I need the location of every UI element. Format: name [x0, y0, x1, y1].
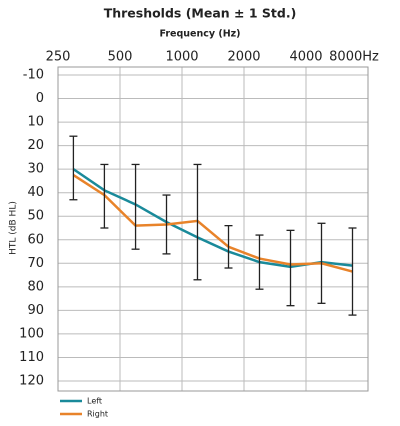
chart-title: Thresholds (Mean ± 1 Std.) [104, 6, 297, 21]
y-tick-label: 110 [19, 350, 44, 365]
x-tick-label: 2000 [227, 50, 260, 65]
y-tick-label: 70 [27, 256, 44, 271]
x-tick-label: 8000Hz [329, 50, 379, 65]
x-tick-label: 500 [108, 50, 133, 65]
x-tick-label: 250 [46, 50, 71, 65]
y-axis-label: HTL (dB HL) [9, 201, 19, 255]
y-tick-label: 100 [19, 326, 44, 341]
y-tick-label: 0 [36, 91, 44, 106]
y-tick-label: 30 [27, 162, 44, 177]
series-line [72, 168, 353, 269]
y-tick-label: 90 [27, 303, 44, 318]
y-tick-label: 40 [27, 185, 44, 200]
y-tick-label: 10 [27, 115, 44, 130]
plot-frame [57, 66, 369, 392]
y-tick-label: 50 [27, 209, 44, 224]
x-tick-label: 1000 [165, 50, 198, 65]
x-axis-label: Frequency (Hz) [159, 29, 240, 40]
y-tick-label: 60 [27, 232, 44, 247]
y-tick-label: 20 [27, 138, 44, 153]
series-line [72, 173, 353, 273]
y-tick-label: 120 [19, 374, 44, 389]
legend-label: Left [87, 397, 102, 406]
y-tick-label: -10 [23, 68, 44, 83]
y-tick-label: 80 [27, 279, 44, 294]
x-tick-label: 4000 [289, 50, 322, 65]
legend-label: Right [87, 410, 108, 419]
